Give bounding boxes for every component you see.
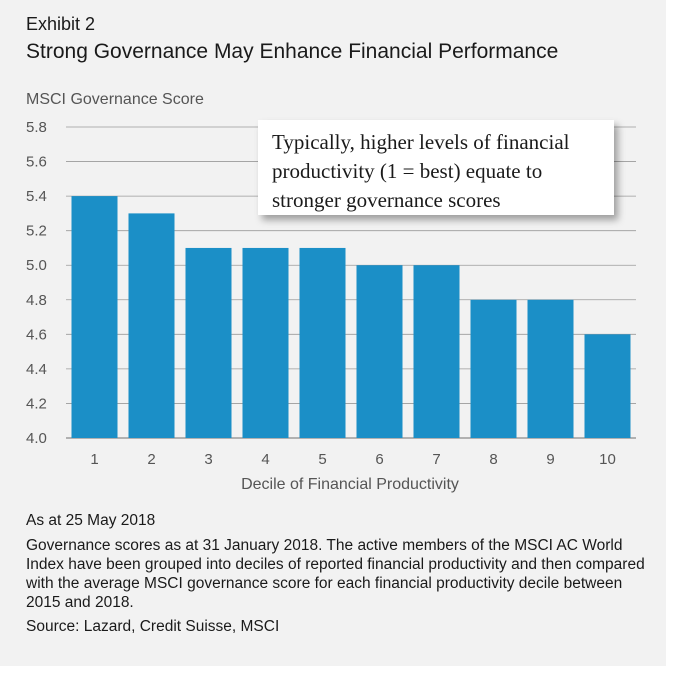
source-note: Source: Lazard, Credit Suisse, MSCI bbox=[26, 618, 280, 635]
bar-decile-7 bbox=[413, 265, 460, 438]
annotation-callout: Typically, higher levels of financial pr… bbox=[258, 120, 614, 215]
y-tick-label: 5.6 bbox=[26, 154, 47, 171]
bar-decile-5 bbox=[299, 247, 346, 438]
x-tick-label: 10 bbox=[599, 451, 616, 468]
x-tick-label: 4 bbox=[261, 451, 269, 468]
x-tick-label: 9 bbox=[546, 451, 554, 468]
x-tick-label: 8 bbox=[489, 451, 497, 468]
y-tick-label: 4.8 bbox=[26, 292, 47, 309]
bar-decile-4 bbox=[242, 247, 289, 438]
exhibit-number: Exhibit 2 bbox=[26, 14, 96, 34]
y-tick-label: 4.6 bbox=[26, 326, 47, 343]
bar-decile-9 bbox=[527, 299, 574, 438]
footnotes: As at 25 May 2018 Governance scores as a… bbox=[26, 512, 646, 636]
x-tick-label: 6 bbox=[375, 451, 383, 468]
x-tick-label: 3 bbox=[204, 451, 212, 468]
y-tick-label: 4.2 bbox=[26, 395, 47, 412]
bars bbox=[71, 196, 631, 438]
exhibit-panel: Exhibit 2 Strong Governance May Enhance … bbox=[0, 0, 666, 666]
y-axis-label: MSCI Governance Score bbox=[26, 91, 204, 108]
y-tick-label: 5.4 bbox=[26, 188, 47, 205]
bar-decile-3 bbox=[185, 247, 232, 438]
methodology-note: Governance scores as at 31 January 2018.… bbox=[26, 537, 645, 611]
chart-title: Strong Governance May Enhance Financial … bbox=[26, 40, 559, 63]
y-tick-labels: 4.0 4.2 4.4 4.6 4.8 5.0 5.2 5.4 5.6 5.8 bbox=[26, 119, 47, 447]
y-tick-label: 5.8 bbox=[26, 119, 47, 136]
x-tick-label: 7 bbox=[432, 451, 440, 468]
x-tick-label: 1 bbox=[90, 451, 98, 468]
y-tick-label: 4.0 bbox=[26, 430, 47, 447]
y-tick-label: 4.4 bbox=[26, 361, 47, 378]
y-tick-label: 5.2 bbox=[26, 223, 47, 240]
bar-decile-8 bbox=[470, 299, 517, 438]
x-axis-label: Decile of Financial Productivity bbox=[241, 476, 459, 493]
x-tick-labels: 1 2 3 4 5 6 7 8 9 10 bbox=[90, 451, 616, 468]
as-at-date: As at 25 May 2018 bbox=[26, 512, 156, 529]
x-tick-label: 2 bbox=[147, 451, 155, 468]
bar-decile-1 bbox=[71, 196, 118, 438]
bar-decile-6 bbox=[356, 265, 403, 438]
x-tick-label: 5 bbox=[318, 451, 326, 468]
bar-decile-10 bbox=[584, 334, 631, 438]
bar-decile-2 bbox=[128, 213, 175, 438]
y-tick-label: 5.0 bbox=[26, 257, 47, 274]
bar-chart: MSCI Governance Score 4.0 4.2 4.4 4.6 4.8 5.0… bbox=[26, 91, 636, 493]
